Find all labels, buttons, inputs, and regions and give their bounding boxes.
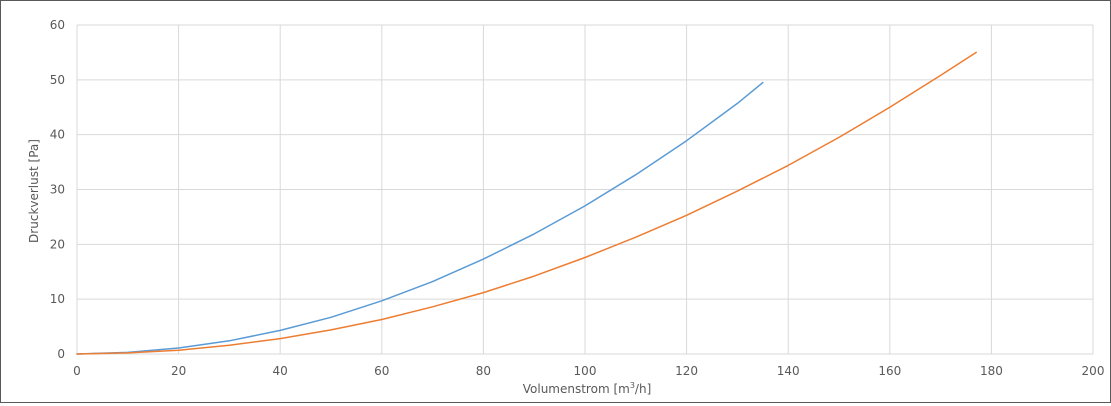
x-axis-title-sup: 3 [630,381,635,390]
x-tick-label: 20 [171,364,186,378]
series-line-1 [76,81,764,355]
x-tick-label: 60 [374,364,389,378]
x-tick-label: 0 [73,364,81,378]
y-axis-title: Druckverlust [Pa] [27,139,41,243]
y-tick-label: 10 [50,292,65,306]
x-tick-label: 80 [476,364,491,378]
x-tick-label: 100 [574,364,597,378]
x-tick-label: 160 [878,364,901,378]
series-line-2 [76,51,977,355]
series-layer [76,51,977,355]
y-tick-labels: 0 10 20 30 40 50 60 [50,18,65,361]
x-axis-title-main: Volumenstrom [m [523,382,630,396]
x-tick-label: 40 [273,364,288,378]
x-tick-label: 200 [1082,364,1105,378]
y-tick-label: 20 [50,237,65,251]
x-axis-title-tail: /h] [635,382,651,396]
x-tick-labels: 0 20 40 60 80 100 120 140 160 180 200 [73,364,1104,378]
y-tick-label: 40 [50,128,65,142]
x-tick-label: 140 [777,364,800,378]
x-tick-label: 180 [980,364,1003,378]
grid-layer [76,24,1094,355]
y-tick-label: 50 [50,73,65,87]
y-tick-label: 30 [50,183,65,197]
x-tick-label: 120 [675,364,698,378]
y-tick-label: 0 [57,347,65,361]
x-axis-title: Volumenstrom [m3/h] [523,381,652,396]
y-tick-label: 60 [50,18,65,32]
